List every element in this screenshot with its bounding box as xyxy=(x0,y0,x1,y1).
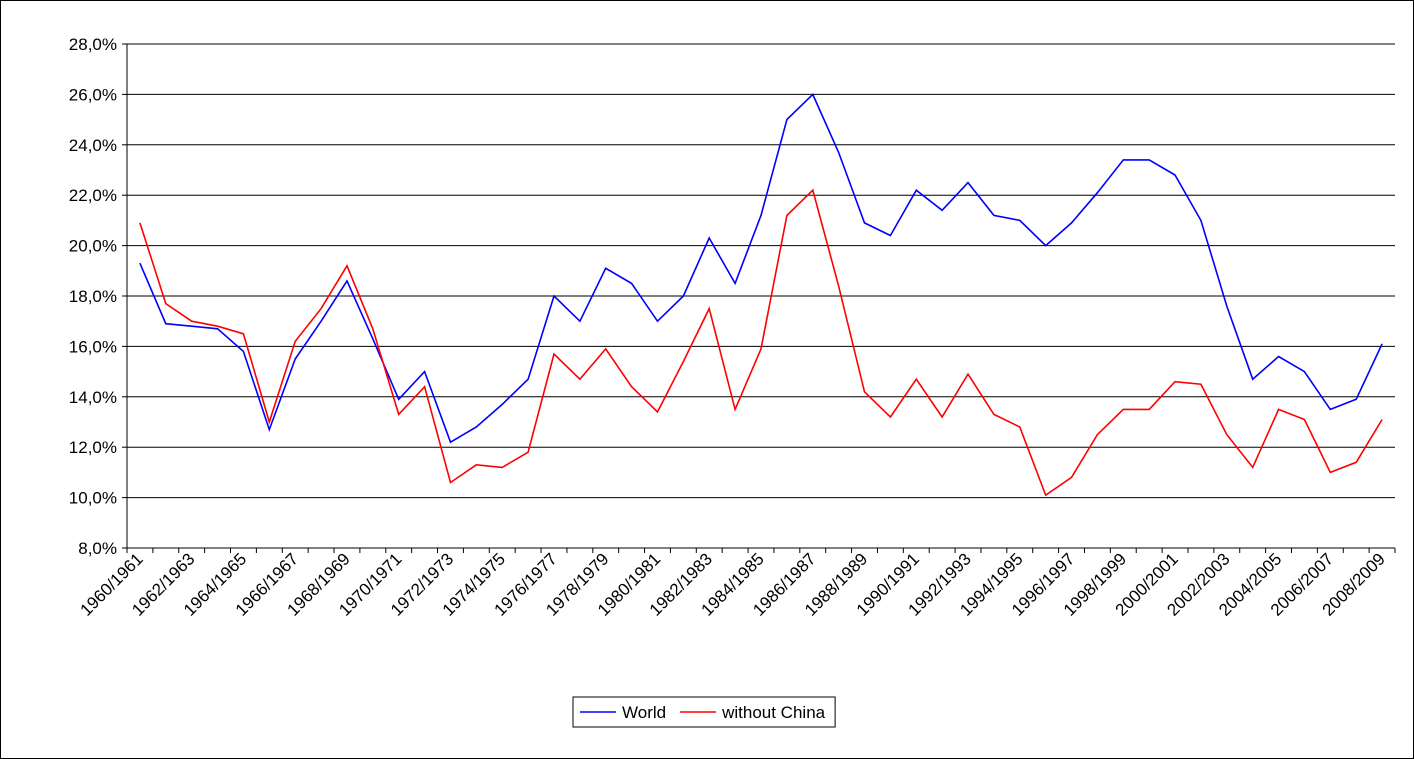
legend: World without China xyxy=(572,696,836,728)
y-tick-label: 18,0% xyxy=(69,287,117,306)
y-tick-label: 14,0% xyxy=(69,388,117,407)
y-tick-label: 26,0% xyxy=(69,85,117,104)
y-tick-label: 22,0% xyxy=(69,186,117,205)
y-tick-label: 10,0% xyxy=(69,489,117,508)
legend-label: without China xyxy=(721,703,826,722)
y-tick-label: 24,0% xyxy=(69,136,117,155)
y-tick-label: 20,0% xyxy=(69,237,117,256)
y-tick-label: 8,0% xyxy=(78,539,117,558)
series-line xyxy=(139,188,1383,497)
y-tick-label: 28,0% xyxy=(69,35,117,54)
legend-label: World xyxy=(622,703,666,722)
y-tick-label: 12,0% xyxy=(69,438,117,457)
series-line xyxy=(139,93,1383,444)
y-tick-label: 16,0% xyxy=(69,337,117,356)
